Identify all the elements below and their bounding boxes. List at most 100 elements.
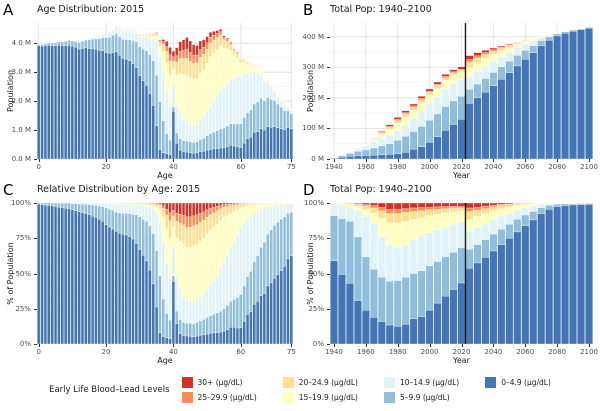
bar-segment-15to19 xyxy=(262,78,266,82)
legend-item-15to19: 15–19.9 (μg/dL) xyxy=(282,390,358,405)
x-tick-label: 2100 xyxy=(580,163,598,171)
bar-segment-15to19 xyxy=(385,222,394,245)
bar-segment-10to14 xyxy=(239,75,243,124)
x-axis-label-a: Age xyxy=(157,171,173,180)
bar-segment-lt5 xyxy=(521,58,530,159)
bar-segment-15to19 xyxy=(259,203,263,210)
bar-segment-10to14 xyxy=(158,56,162,102)
bar-segment-20to24 xyxy=(377,210,386,219)
bar-segment-lt5 xyxy=(225,329,229,344)
bar-segment-25to29 xyxy=(158,203,162,206)
bar-segment-30plus xyxy=(188,203,192,217)
bar-segment-5to9 xyxy=(489,72,498,86)
bar-segment-30plus xyxy=(377,203,386,208)
bar-segment-25to29 xyxy=(181,215,186,226)
bar-segment-10to14 xyxy=(545,203,554,206)
bar-segment-20to24 xyxy=(225,41,229,50)
bar-segment-lt5 xyxy=(114,51,118,159)
bar-segment-25to29 xyxy=(218,205,223,210)
bar-segment-15to19 xyxy=(249,204,253,217)
bar-segment-5to9 xyxy=(256,101,260,132)
bar-segment-10to14 xyxy=(165,91,169,134)
bar-segment-20to24 xyxy=(178,223,182,242)
plot-area-b xyxy=(330,23,593,159)
bar-segment-5to9 xyxy=(481,239,490,258)
bar-segment-lt5 xyxy=(256,301,260,344)
bar-segment-lt5 xyxy=(409,318,418,344)
bar-segment-15to19 xyxy=(537,203,546,205)
bar-segment-25to29 xyxy=(198,213,202,223)
bar-segment-lt5 xyxy=(481,257,490,344)
bar-segment-25to29 xyxy=(202,211,206,221)
bar-segment-10to14 xyxy=(279,100,283,108)
bar-segment-15to19 xyxy=(266,80,270,83)
bar-segment-15to19 xyxy=(529,203,538,206)
bar-segment-5to9 xyxy=(43,43,48,46)
x-tick-mark xyxy=(397,159,399,162)
bar-segment-15to19 xyxy=(232,55,236,80)
bar-segment-lt5 xyxy=(158,149,162,159)
bar-segment-5to9 xyxy=(60,41,64,46)
bar-segment-30plus xyxy=(232,203,236,204)
bar-segment-10to14 xyxy=(473,227,482,245)
y-tick-mark xyxy=(34,344,37,345)
bar-segment-lt5 xyxy=(60,45,64,159)
bar-segment-10to14 xyxy=(489,61,498,73)
bar-segment-lt5 xyxy=(124,234,128,344)
bar-segment-30plus xyxy=(465,55,474,60)
bar-segment-lt5 xyxy=(369,317,378,344)
bar-segment-20to24 xyxy=(198,56,202,74)
bar-segment-5to9 xyxy=(107,37,112,54)
bar-segment-10to14 xyxy=(222,87,226,129)
bar-segment-5to9 xyxy=(40,203,44,205)
bar-segment-5to9 xyxy=(441,256,450,297)
bar-segment-lt5 xyxy=(369,154,378,159)
bar-segment-20to24 xyxy=(354,204,362,207)
bar-segment-5to9 xyxy=(513,55,522,67)
bar-segment-lt5 xyxy=(128,236,132,344)
bar-segment-25to29 xyxy=(215,206,219,211)
bar-segment-lt5 xyxy=(128,60,132,159)
bar-segment-10to14 xyxy=(529,205,538,212)
bar-segment-15to19 xyxy=(249,65,253,73)
bar-segment-lt5 xyxy=(161,152,165,159)
bar-segment-5to9 xyxy=(282,110,287,130)
bar-segment-lt5 xyxy=(585,28,593,159)
bar-segment-10to14 xyxy=(239,227,243,295)
bar-segment-10to14 xyxy=(249,72,253,110)
bar-segment-10to14 xyxy=(354,210,362,238)
bar-segment-lt5 xyxy=(50,45,54,159)
bar-segment-lt5 xyxy=(114,230,118,344)
bar-segment-10to14 xyxy=(505,52,514,62)
bar-segment-10to14 xyxy=(256,73,260,103)
bar-segment-5to9 xyxy=(141,48,145,82)
bar-segment-10to14 xyxy=(473,71,482,85)
bar-segment-15to19 xyxy=(185,246,189,302)
bar-segment-lt5 xyxy=(87,48,91,159)
legend-item-10to14: 10–14.9 (μg/dL) xyxy=(383,375,459,390)
bar-segment-10to14 xyxy=(171,247,176,276)
bar-segment-5to9 xyxy=(529,45,538,53)
bar-segment-lt5 xyxy=(425,142,434,159)
bar-segment-30plus xyxy=(171,203,176,211)
bar-segment-5to9 xyxy=(188,323,192,337)
bar-segment-5to9 xyxy=(289,113,293,129)
bar-segment-10to14 xyxy=(74,203,78,204)
bar-segment-20to24 xyxy=(449,72,458,76)
legend-swatch-25to29 xyxy=(181,392,193,403)
bar-segment-30plus xyxy=(222,35,226,38)
bar-segment-15to19 xyxy=(513,43,522,48)
bar-segment-15to19 xyxy=(154,35,159,42)
bar-segment-20to24 xyxy=(377,132,386,135)
bar-segment-lt5 xyxy=(338,274,346,344)
bar-segment-20to24 xyxy=(212,39,216,54)
y-tick-label: 75% xyxy=(308,234,324,243)
bar-segment-lt5 xyxy=(171,281,176,344)
bar-segment-30plus xyxy=(385,203,394,210)
bar-segment-5to9 xyxy=(218,311,223,333)
bar-segment-5to9 xyxy=(198,139,202,152)
bar-segment-25to29 xyxy=(208,37,213,44)
bar-segment-lt5 xyxy=(205,150,209,159)
bar-segment-10to14 xyxy=(242,223,246,286)
bar-segment-lt5 xyxy=(242,321,246,344)
